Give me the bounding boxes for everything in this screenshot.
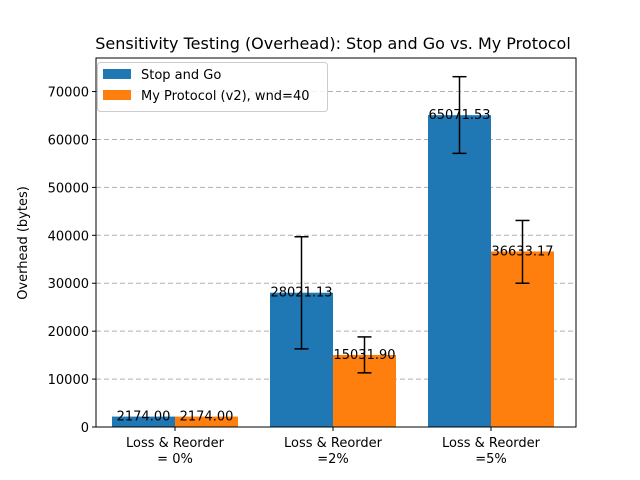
plot-frame — [95, 57, 577, 428]
y-tick-label: 50000 — [48, 181, 89, 196]
legend-swatch — [103, 90, 131, 100]
x-axis: Loss & Reorder= 0%Loss & Reorder=2%Loss … — [126, 427, 541, 467]
error-bars — [294, 75, 530, 374]
data-label: 15031.90 — [333, 348, 395, 363]
x-tick-label: = 0% — [157, 452, 193, 467]
legend-swatch — [103, 69, 131, 79]
legend-label: Stop and Go — [141, 68, 221, 83]
y-axis-title: Overhead (bytes) — [16, 186, 31, 300]
y-axis: 0 10000 20000 30000 40000 50000 60000 70000 — [48, 86, 96, 436]
legend-box — [97, 62, 328, 112]
y-tick-label: 0 — [81, 421, 89, 436]
data-labels: 2174.00 2174.00 28021.13 15031.90 65071.53 36… — [117, 108, 554, 424]
y-tick-label: 20000 — [48, 325, 89, 340]
bar — [428, 115, 491, 428]
y-tick-label: 40000 — [48, 229, 89, 244]
chart-title: Sensitivity Testing (Overhead): Stop and… — [95, 34, 571, 53]
x-tick-label: =5% — [475, 452, 507, 467]
data-label: 2174.00 — [180, 410, 234, 425]
y-tick-label: 70000 — [48, 86, 89, 101]
legend-label: My Protocol (v2), wnd=40 — [141, 89, 310, 104]
y-tick-label: 30000 — [48, 277, 89, 292]
y-tick-label: 60000 — [48, 133, 89, 148]
data-label: 36633.17 — [491, 244, 553, 259]
data-label: 28021.13 — [270, 286, 332, 301]
bar — [112, 416, 175, 427]
data-label: 65071.53 — [428, 108, 490, 123]
legend: Stop and Go My Protocol (v2), wnd=40 — [97, 62, 328, 112]
x-tick-label: Loss & Reorder — [284, 436, 383, 451]
data-label: 2174.00 — [117, 410, 171, 425]
x-tick-label: =2% — [317, 452, 349, 467]
y-tick-label: 10000 — [48, 373, 89, 388]
bar — [175, 416, 238, 427]
x-tick-label: Loss & Reorder — [442, 436, 541, 451]
x-tick-label: Loss & Reorder — [126, 436, 225, 451]
